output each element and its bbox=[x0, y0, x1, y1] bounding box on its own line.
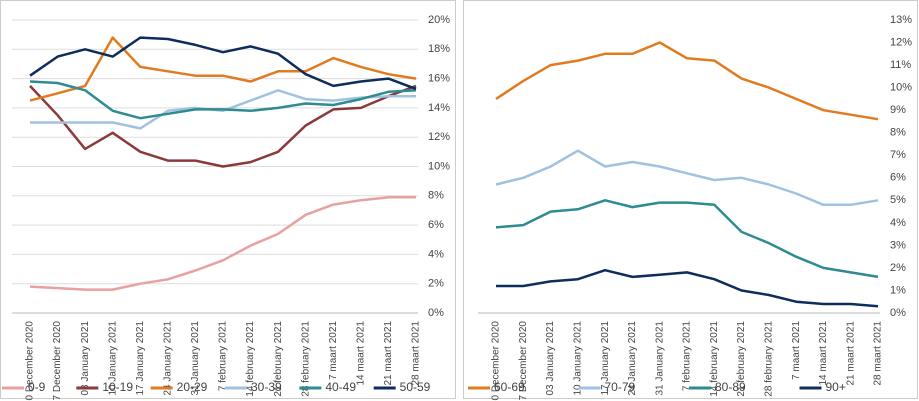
x-tick-label: 27 December 2020 bbox=[518, 321, 529, 401]
x-tick-label: 21 maart 2021 bbox=[845, 321, 856, 386]
series-line bbox=[495, 41, 879, 121]
legend-label: 80-89 bbox=[715, 380, 746, 394]
x-tick-label: 28 february 2021 bbox=[763, 321, 774, 397]
series-line bbox=[496, 268, 879, 308]
x-tick-label: 20 December 2020 bbox=[25, 321, 36, 401]
x-tick-label: 31 January 2021 bbox=[190, 321, 201, 396]
x-tick-label: 7 maart 2021 bbox=[328, 321, 339, 380]
legend-label: 30-39 bbox=[251, 380, 282, 394]
series-line bbox=[30, 89, 416, 130]
x-tick-label: 24 January 2021 bbox=[627, 321, 638, 396]
y-tick-label: 5% bbox=[890, 194, 906, 206]
legend-label: 60-69 bbox=[494, 380, 525, 394]
y-tick-label: 13% bbox=[890, 14, 912, 26]
x-tick-label: 7 february 2021 bbox=[682, 321, 693, 391]
x-tick-label: 03 January 2021 bbox=[80, 321, 91, 396]
x-tick-label: 03 January 2021 bbox=[545, 321, 556, 396]
x-tick-label: 17 January 2021 bbox=[135, 321, 146, 396]
y-tick-label: 9% bbox=[890, 104, 906, 116]
y-tick-label: 8% bbox=[890, 127, 906, 139]
legend-label: 90+ bbox=[826, 380, 846, 394]
y-tick-label: 10% bbox=[428, 160, 450, 172]
legend-label: 20-29 bbox=[177, 380, 208, 394]
x-tick-label: 14 maart 2021 bbox=[818, 321, 829, 386]
legend-label: 50-59 bbox=[400, 380, 431, 394]
y-tick-label: 20% bbox=[428, 14, 450, 26]
x-tick-label: 21 maart 2021 bbox=[383, 321, 394, 386]
y-tick-label: 3% bbox=[890, 239, 906, 251]
x-tick-label: 17 January 2021 bbox=[600, 321, 611, 396]
legend-label: 40-49 bbox=[325, 380, 356, 394]
y-tick-label: 6% bbox=[890, 172, 906, 184]
legend-label: 70-79 bbox=[605, 380, 636, 394]
legend-label: 10-19 bbox=[102, 380, 133, 394]
series-line bbox=[495, 199, 879, 279]
y-tick-label: 7% bbox=[890, 149, 906, 161]
x-tick-label: 14 maart 2021 bbox=[355, 321, 366, 386]
y-tick-label: 2% bbox=[890, 262, 906, 274]
x-tick-label: 28 maart 2021 bbox=[873, 321, 884, 386]
y-tick-label: 16% bbox=[428, 73, 450, 85]
x-tick-label: 28 february 2021 bbox=[300, 321, 311, 397]
y-tick-label: 1% bbox=[890, 284, 906, 296]
x-tick-label: 7 maart 2021 bbox=[791, 321, 802, 380]
panel-border bbox=[0, 0, 456, 399]
y-tick-label: 8% bbox=[428, 190, 444, 202]
y-tick-label: 0% bbox=[428, 307, 444, 319]
x-tick-label: 24 January 2021 bbox=[162, 321, 173, 396]
y-tick-label: 4% bbox=[890, 217, 906, 229]
series-line bbox=[29, 80, 417, 120]
y-tick-label: 18% bbox=[428, 43, 450, 55]
series-line bbox=[495, 149, 879, 207]
y-tick-label: 11% bbox=[890, 59, 911, 71]
x-tick-label: 20 December 2020 bbox=[491, 321, 502, 401]
x-tick-label: 7 february 2021 bbox=[218, 321, 229, 391]
panel-border bbox=[463, 0, 918, 399]
x-tick-label: 14 february 2021 bbox=[709, 321, 720, 397]
legend-label: 0-9 bbox=[28, 380, 46, 394]
y-tick-label: 10% bbox=[890, 82, 912, 94]
series-line bbox=[29, 196, 416, 291]
series-line bbox=[29, 84, 417, 168]
series-line bbox=[29, 36, 417, 91]
y-tick-label: 14% bbox=[428, 102, 450, 114]
x-tick-label: 28 maart 2021 bbox=[411, 321, 422, 386]
y-tick-label: 12% bbox=[890, 36, 912, 48]
x-tick-label: 14 february 2021 bbox=[245, 321, 256, 397]
y-tick-label: 2% bbox=[428, 278, 444, 290]
y-tick-label: 6% bbox=[428, 219, 444, 231]
series-line bbox=[29, 36, 417, 102]
x-tick-label: 21 february 2021 bbox=[273, 321, 284, 397]
x-tick-label: 10 January 2021 bbox=[572, 321, 583, 396]
y-tick-label: 4% bbox=[428, 248, 444, 260]
x-tick-label: 21 february 2021 bbox=[736, 321, 747, 397]
x-tick-label: 10 January 2021 bbox=[107, 321, 118, 396]
y-tick-label: 12% bbox=[428, 131, 450, 143]
y-tick-label: 0% bbox=[890, 307, 906, 319]
x-tick-label: 31 January 2021 bbox=[654, 321, 665, 396]
x-tick-label: 27 December 2020 bbox=[52, 321, 63, 401]
